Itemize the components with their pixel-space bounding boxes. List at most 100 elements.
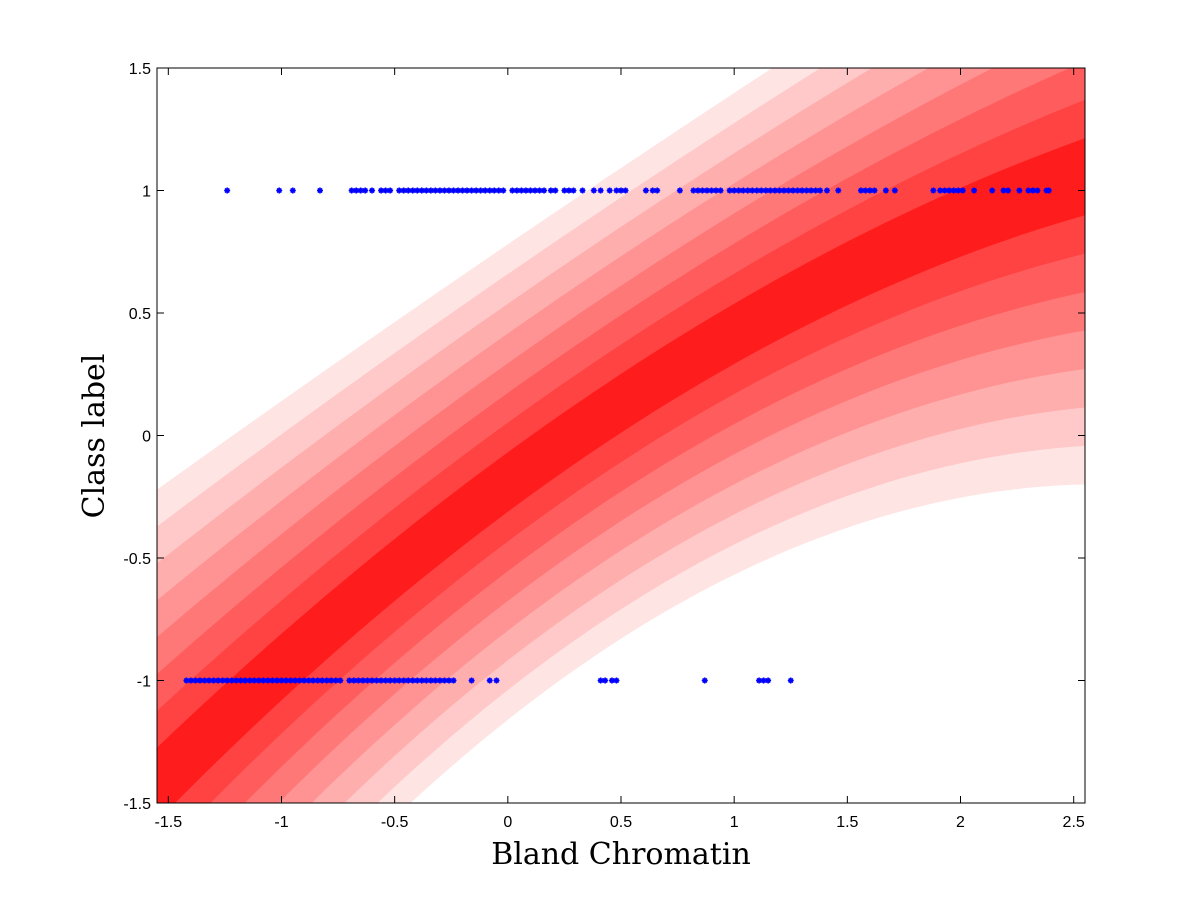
- data-point: [414, 187, 421, 194]
- data-point: [1005, 187, 1012, 194]
- data-point: [269, 677, 276, 684]
- data-point: [323, 677, 330, 684]
- data-point: [224, 677, 231, 684]
- data-point: [316, 187, 323, 194]
- data-point: [649, 187, 656, 194]
- data-point: [197, 677, 204, 684]
- data-point: [946, 187, 953, 194]
- x-tick-label: 1: [730, 814, 739, 831]
- data-point: [337, 677, 344, 684]
- x-tick-label: 2.5: [1063, 814, 1085, 831]
- data-point: [400, 187, 407, 194]
- data-point: [348, 187, 355, 194]
- data-point: [287, 677, 294, 684]
- data-point: [871, 187, 878, 194]
- data-point: [518, 187, 525, 194]
- data-point: [362, 187, 369, 194]
- y-tick-label: -0.5: [123, 551, 151, 568]
- x-axis-title: Bland Chromatin: [491, 837, 751, 872]
- data-point: [255, 677, 262, 684]
- data-point: [364, 677, 371, 684]
- data-point: [242, 677, 249, 684]
- data-point: [803, 187, 810, 194]
- data-point: [373, 677, 380, 684]
- data-point: [210, 677, 217, 684]
- data-point: [423, 187, 430, 194]
- data-point: [1034, 187, 1041, 194]
- x-tick-labels: -1.5 -1 -0.5 0 0.5 1 1.5 2 2.5: [155, 814, 1085, 831]
- data-point: [468, 187, 475, 194]
- data-point: [414, 677, 421, 684]
- scatter-points: [183, 187, 1052, 684]
- data-point: [289, 187, 296, 194]
- data-point: [758, 187, 765, 194]
- data-point: [522, 187, 529, 194]
- data-point: [346, 677, 353, 684]
- data-point: [436, 187, 443, 194]
- data-point: [278, 677, 285, 684]
- data-point: [726, 187, 733, 194]
- x-tick-label: -1: [274, 814, 288, 831]
- data-point: [237, 677, 244, 684]
- data-point: [608, 677, 615, 684]
- data-point: [955, 187, 962, 194]
- data-point: [328, 677, 335, 684]
- data-point: [296, 677, 303, 684]
- data-point: [762, 187, 769, 194]
- contour-background: [157, 68, 1085, 803]
- data-point: [387, 187, 394, 194]
- data-point: [355, 677, 362, 684]
- data-point: [359, 677, 366, 684]
- data-point: [613, 187, 620, 194]
- axis-ticks: [157, 67, 1085, 804]
- data-point: [206, 677, 213, 684]
- data-point: [224, 187, 231, 194]
- data-point: [264, 677, 271, 684]
- y-axis-title: Class label: [77, 354, 112, 519]
- data-point: [192, 677, 199, 684]
- y-tick-label: -1: [137, 674, 151, 691]
- data-point: [606, 187, 613, 194]
- data-point: [835, 187, 842, 194]
- data-point: [441, 187, 448, 194]
- data-point: [776, 187, 783, 194]
- data-point: [418, 677, 425, 684]
- data-point: [427, 677, 434, 684]
- data-point: [817, 187, 824, 194]
- data-point: [794, 187, 801, 194]
- data-point: [930, 187, 937, 194]
- data-point: [369, 677, 376, 684]
- data-point: [305, 677, 312, 684]
- data-point: [491, 187, 498, 194]
- data-point: [436, 677, 443, 684]
- data-point: [1016, 187, 1023, 194]
- data-point: [464, 187, 471, 194]
- data-point: [708, 187, 715, 194]
- data-point: [391, 677, 398, 684]
- data-point: [396, 677, 403, 684]
- data-point: [445, 677, 452, 684]
- data-point: [459, 187, 466, 194]
- data-point: [500, 187, 507, 194]
- data-point: [486, 187, 493, 194]
- data-point: [882, 187, 889, 194]
- data-point: [405, 187, 412, 194]
- data-point: [495, 187, 502, 194]
- data-point: [357, 187, 364, 194]
- data-point: [527, 187, 534, 194]
- data-point: [409, 677, 416, 684]
- data-point: [378, 187, 385, 194]
- x-tick-label: 2: [956, 814, 965, 831]
- data-point: [260, 677, 267, 684]
- data-point: [405, 677, 412, 684]
- contour-band: [157, 138, 1085, 803]
- data-point: [547, 187, 554, 194]
- data-point: [1000, 187, 1007, 194]
- data-point: [704, 187, 711, 194]
- data-point: [780, 187, 787, 194]
- data-point: [1045, 187, 1052, 194]
- x-tick-label: -0.5: [381, 814, 409, 831]
- data-point: [450, 187, 457, 194]
- data-point: [690, 187, 697, 194]
- y-tick-labels: -1.5 -1 -0.5 0 0.5 1 1.5: [123, 61, 151, 813]
